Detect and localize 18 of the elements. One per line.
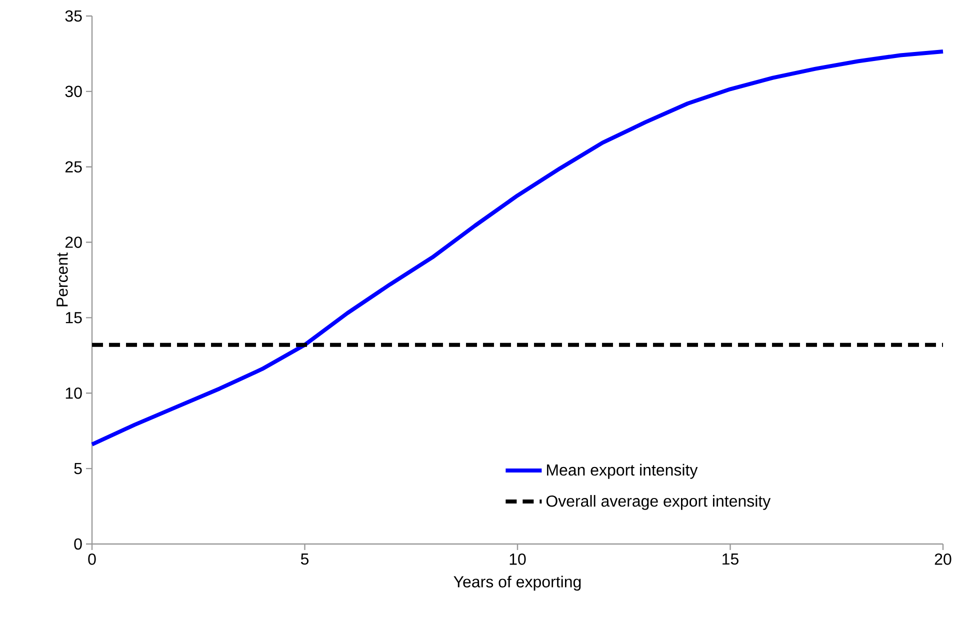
x-tick-label: 5 (300, 554, 309, 565)
y-tick-label: 30 (65, 86, 82, 98)
y-tick-label: 0 (74, 538, 82, 550)
y-tick-label: 10 (66, 387, 82, 399)
y-tick-label: 20 (65, 236, 82, 248)
y-axis-title: Percent (56, 252, 68, 306)
x-tick-label: 0 (88, 554, 96, 565)
legend-label: Overall average export intensity (546, 495, 771, 510)
y-tick-label: 5 (74, 462, 82, 474)
x-axis-title: Years of exporting (454, 576, 581, 591)
line-series (90, 49, 945, 446)
y-tick-label: 25 (65, 161, 82, 173)
legend-label: Mean export intensity (547, 464, 698, 479)
y-tick-label: 35 (65, 10, 82, 22)
y-tick-label: 15 (66, 312, 82, 324)
x-tick-label: 20 (934, 554, 952, 565)
x-tick-label: 15 (722, 554, 738, 565)
x-tick-label: 10 (510, 554, 526, 565)
